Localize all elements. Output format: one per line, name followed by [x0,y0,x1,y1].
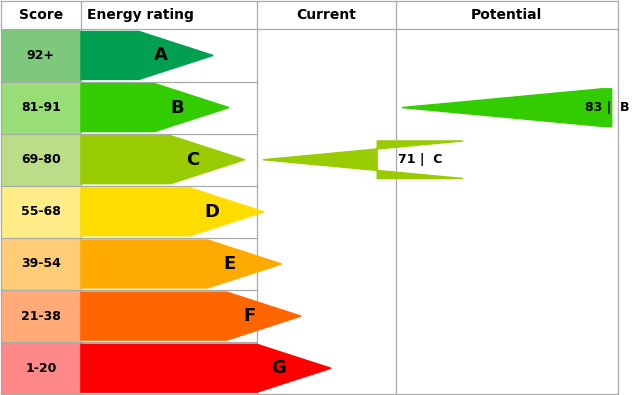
Text: C: C [186,151,200,169]
Bar [1,186,81,238]
Polygon shape [81,188,264,236]
Bar [1,81,81,134]
Text: 1-20: 1-20 [25,362,56,375]
Text: 21-38: 21-38 [21,310,61,323]
Text: Energy rating: Energy rating [87,8,194,22]
Text: F: F [243,307,255,325]
Text: Potential: Potential [471,8,542,22]
Bar [1,238,81,290]
Text: 39-54: 39-54 [21,258,61,271]
Text: E: E [224,255,236,273]
Polygon shape [81,136,245,184]
Polygon shape [81,292,301,340]
Polygon shape [402,89,612,126]
Text: G: G [272,359,286,377]
Text: 69-80: 69-80 [21,153,61,166]
Polygon shape [81,32,213,79]
Text: D: D [205,203,220,221]
Polygon shape [263,141,463,179]
Text: 81-91: 81-91 [21,101,61,114]
Bar [1,342,81,394]
Polygon shape [81,240,282,288]
Bar [1,290,81,342]
Text: 83 |  B: 83 | B [585,101,629,114]
Text: Current: Current [296,8,356,22]
Text: 71 |  C: 71 | C [398,153,442,166]
Text: 92+: 92+ [27,49,55,62]
Text: 55-68: 55-68 [21,205,61,218]
Polygon shape [81,344,331,392]
Bar [1,29,81,81]
Polygon shape [81,84,229,132]
Text: B: B [170,99,184,117]
Text: A: A [154,47,168,64]
Bar [1,134,81,186]
Text: Score: Score [19,8,63,22]
